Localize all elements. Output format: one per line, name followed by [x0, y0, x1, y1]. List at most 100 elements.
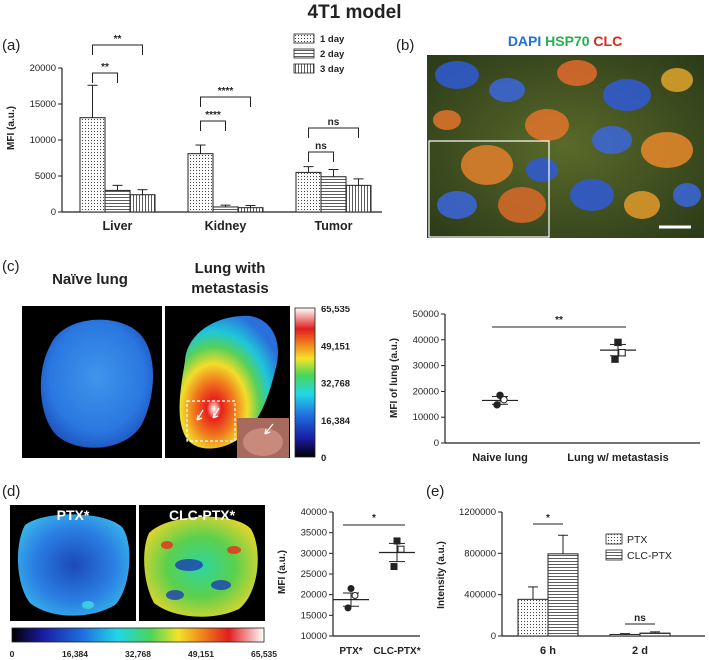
cell — [489, 78, 525, 102]
chart-a-legend-label: 3 day — [320, 64, 345, 75]
ptx-image-title: PTX* — [56, 507, 90, 523]
chart-d: MFI (a.u.) 10000 15000 20000 25000 30000 3500… — [277, 507, 421, 657]
chart-a-sig-bracket-label: **** — [218, 86, 234, 97]
chart-d-point — [344, 604, 352, 612]
cell — [461, 145, 513, 185]
chart-c-sig-label: ** — [555, 315, 563, 326]
chart-e-ylabel: Intensity (a.u.) — [436, 541, 447, 609]
chart-d-ytick-label: 35000 — [301, 528, 327, 539]
cell — [673, 183, 701, 207]
chart-a-category-label: Tumor — [315, 219, 353, 233]
chart-a-sig-bracket — [200, 120, 226, 131]
chart-a-legend-swatch — [293, 48, 315, 59]
naive-lung-shape — [40, 319, 154, 448]
stain-clc: CLC — [593, 33, 623, 49]
cell — [592, 126, 632, 154]
chart-e-ytick-label: 800000 — [464, 548, 496, 559]
chart-c-point — [614, 338, 622, 347]
chart-c-point — [618, 349, 626, 357]
chart-e-legend-swatch — [605, 549, 623, 561]
cell — [641, 132, 693, 168]
chart-c-ytick-label: 10000 — [413, 412, 439, 423]
colorbar-d-tick-label: 16,384 — [62, 649, 88, 659]
cell — [661, 68, 693, 92]
chart-a-ytick-label: 10000 — [30, 135, 56, 146]
colorbar-c-tick-label: 0 — [321, 453, 326, 464]
colorbar-c-tick-label: 65,535 — [321, 306, 351, 315]
chart-c-point — [611, 355, 619, 363]
chart-a-bar — [212, 206, 239, 213]
colorbar-c-tick-label: 49,151 — [321, 341, 351, 352]
chart-e-category-label: 6 h — [540, 645, 556, 657]
cell — [624, 191, 660, 219]
chart-a-sig-bracket-label: ** — [101, 62, 109, 73]
chart-a-bar — [345, 184, 372, 213]
chart-a-ylabel: MFI (a.u.) — [6, 106, 17, 150]
chart-a-legend-label: 2 day — [320, 49, 345, 60]
chart-c-ylabel: MFI of lung (a.u.) — [389, 338, 400, 418]
chart-d-ytick-label: 25000 — [301, 569, 327, 580]
chart-d-point — [397, 545, 405, 553]
chart-c-ytick-label: 20000 — [413, 386, 439, 397]
colorbar-c-tick-label: 32,768 — [321, 379, 350, 390]
clc-ptx-image-title: CLC-PTX* — [168, 507, 236, 523]
chart-c-point — [500, 395, 508, 404]
colorbar-d-tick-label: 49,151 — [188, 649, 214, 659]
chart-a-bar — [320, 176, 347, 213]
inset-box — [428, 140, 550, 238]
chart-d-category-label: CLC-PTX* — [373, 646, 420, 657]
chart-a-bar — [237, 207, 264, 213]
stain-legend: DAPI HSP70 CLC — [430, 33, 700, 49]
chart-a-sig-bracket — [92, 72, 118, 83]
chart-a-ytick-label: 15000 — [30, 99, 56, 110]
met-lung-title: Lung with metastasis — [160, 259, 300, 299]
chart-d-category-label: PTX* — [339, 646, 362, 657]
cell — [570, 179, 614, 211]
stain-dapi: DAPI — [507, 33, 542, 49]
chart-a-sig-bracket — [200, 96, 251, 107]
met-lung-title-line1: Lung with — [194, 260, 266, 277]
chart-d-point — [393, 537, 401, 545]
met-lung-image — [165, 306, 290, 458]
met-zoom-box — [186, 400, 236, 442]
chart-d-ytick-label: 10000 — [301, 631, 327, 642]
colorbar-d-tick-label: 32,768 — [125, 649, 151, 659]
cell — [437, 191, 477, 219]
cell — [526, 158, 558, 182]
chart-a-bar — [187, 153, 214, 213]
chart-e-bar — [609, 633, 641, 637]
chart-d-ytick-label: 40000 — [301, 507, 327, 518]
chart-d-sig-label: * — [372, 513, 376, 524]
chart-d-point — [347, 584, 355, 592]
chart-c-ytick-label: 30000 — [413, 361, 439, 372]
chart-a-sig-bracket-label: ns — [315, 141, 327, 152]
chart-e-legend-label: CLC-PTX — [627, 550, 672, 562]
colorbar-d-tick-label: 65,535 — [251, 649, 277, 659]
panel-d-label: (d) — [2, 483, 21, 500]
met-lung-shape — [179, 315, 278, 449]
chart-a-bar — [79, 117, 106, 213]
chart-a-legend-swatch — [293, 63, 315, 74]
chart-a-bar — [104, 189, 131, 213]
chart-a-ytick-label: 5000 — [35, 171, 56, 182]
chart-e-sig-label: ns — [634, 613, 646, 624]
chart-e-sig-label: * — [546, 513, 550, 524]
chart-a-sig-bracket-label: **** — [205, 110, 221, 121]
chart-a-ytick-label: 0 — [51, 207, 56, 218]
colorbar-c: 65,535 49,151 32,768 16,384 0 — [294, 306, 351, 464]
chart-e-category-label: 2 d — [632, 645, 648, 657]
chart-a-ytick-label: 20000 — [30, 63, 56, 74]
chart-a-sig-bracket-label: ns — [328, 117, 340, 128]
naive-lung-title: Naïve lung — [52, 271, 128, 288]
chart-d-ylabel: MFI (a.u.) — [277, 550, 288, 594]
panel-a-label: (a) — [2, 37, 21, 54]
chart-c-ytick-label: 0 — [434, 438, 439, 449]
panel-b-label: (b) — [396, 37, 415, 54]
chart-c-category-label: Naive lung — [472, 452, 528, 464]
panel-c-label: (c) — [2, 258, 20, 275]
cell — [557, 60, 597, 86]
chart-e-legend-swatch — [605, 533, 623, 545]
chart-e-ytick-label: 1200000 — [459, 507, 496, 518]
chart-c-category-label: Lung w/ metastasis — [567, 452, 668, 464]
figure-title: 4T1 model — [307, 2, 402, 23]
